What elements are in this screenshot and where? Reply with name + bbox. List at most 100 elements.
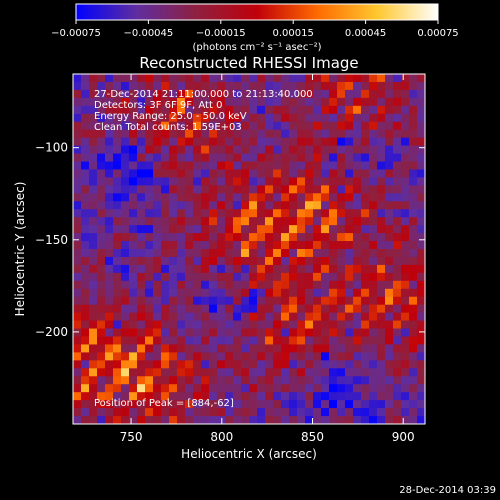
heatmap-cell <box>137 217 146 226</box>
heatmap-cell <box>321 209 330 218</box>
heatmap-cell <box>281 256 290 266</box>
heatmap-cell <box>409 320 418 330</box>
heatmap-cell <box>233 400 242 409</box>
heatmap-cell <box>225 233 234 242</box>
heatmap-cell <box>113 201 122 210</box>
heatmap-cell <box>353 145 362 155</box>
heatmap-cell <box>121 105 130 115</box>
heatmap-cell <box>417 368 425 377</box>
heatmap-cell <box>105 280 114 290</box>
heatmap-cell <box>393 344 402 354</box>
heatmap-cell <box>193 384 202 393</box>
heatmap-cell <box>113 376 122 385</box>
heatmap-cell <box>161 241 170 250</box>
heatmap-cell <box>273 74 282 83</box>
heatmap-cell <box>345 360 354 369</box>
heatmap-cell <box>361 233 370 242</box>
heatmap-cell <box>153 105 162 115</box>
heatmap-cell <box>193 121 202 131</box>
heatmap-cell <box>353 185 362 194</box>
heatmap-cell <box>73 328 82 338</box>
heatmap-cell <box>153 408 162 417</box>
heatmap-cell <box>385 249 394 258</box>
colorbar-bar <box>75 3 439 21</box>
heatmap-cell <box>73 304 82 314</box>
heatmap-cell <box>281 201 290 210</box>
heatmap-cell <box>169 233 178 242</box>
heatmap-cell <box>385 145 394 155</box>
heatmap-cell <box>161 400 170 409</box>
heatmap-cell <box>353 233 362 242</box>
heatmap-cell <box>233 336 242 346</box>
heatmap-cell <box>209 352 218 361</box>
heatmap-cell <box>249 249 258 258</box>
heatmap-cell <box>313 241 322 250</box>
heatmap-cell <box>265 249 274 258</box>
heatmap-cell <box>249 320 258 330</box>
heatmap-cell <box>313 185 322 194</box>
heatmap-cell <box>401 320 410 330</box>
heatmap-cell <box>89 320 98 330</box>
heatmap-cell <box>281 320 290 330</box>
heatmap-cell <box>313 280 322 290</box>
heatmap-cell <box>369 264 378 274</box>
heatmap-cell <box>385 209 394 218</box>
heatmap-cell <box>321 336 330 346</box>
heatmap-cell <box>385 153 394 163</box>
heatmap-cell <box>345 400 354 409</box>
heatmap-cell <box>121 185 130 194</box>
heatmap-cell <box>105 328 114 338</box>
heatmap-cell <box>353 272 362 282</box>
heatmap-cell <box>249 81 258 91</box>
heatmap-cell <box>321 256 330 266</box>
heatmap-cell <box>241 416 250 424</box>
heatmap-cell <box>345 169 354 179</box>
heatmap-cell <box>393 288 402 298</box>
heatmap-cell <box>209 97 218 107</box>
heatmap-cell <box>209 169 218 179</box>
heatmap-cell <box>273 408 282 417</box>
heatmap-cell <box>81 121 90 131</box>
heatmap-cell <box>273 161 282 171</box>
heatmap-cell <box>409 392 418 401</box>
heatmap-cell <box>289 304 298 314</box>
heatmap-cell <box>233 209 242 218</box>
heatmap-cell <box>105 105 114 115</box>
heatmap-cell <box>145 304 154 314</box>
heatmap-cell <box>201 145 210 155</box>
heatmap-cell <box>145 74 154 83</box>
heatmap-cell <box>353 344 362 354</box>
heatmap-cell <box>385 161 394 171</box>
heatmap-cell <box>217 185 226 194</box>
heatmap-cell <box>169 368 178 377</box>
heatmap-cell <box>81 392 90 401</box>
heatmap-cell <box>305 249 314 258</box>
heatmap-cell <box>393 384 402 393</box>
heatmap-cell <box>193 416 202 424</box>
heatmap-cell <box>409 185 418 194</box>
heatmap-cell <box>129 105 138 115</box>
heatmap-cell <box>401 225 410 234</box>
heatmap-cell <box>129 129 138 139</box>
heatmap-cell <box>409 336 418 346</box>
heatmap-cell <box>241 217 250 226</box>
heatmap-cell <box>377 264 386 274</box>
heatmap-cell <box>337 169 346 179</box>
heatmap-cell <box>385 312 394 322</box>
heatmap-cell <box>241 360 250 369</box>
heatmap-cell <box>145 193 154 202</box>
info-detectors: Detectors: 3F 6F 9F, Att 0 <box>94 100 222 111</box>
heatmap-cell <box>153 241 162 250</box>
heatmap-cell <box>233 296 242 306</box>
heatmap-cell <box>97 169 106 179</box>
heatmap-cell <box>81 74 90 83</box>
heatmap-cell <box>249 392 258 401</box>
heatmap-cell <box>129 360 138 369</box>
heatmap-cell <box>105 209 114 218</box>
heatmap-cell <box>249 400 258 409</box>
heatmap-cell <box>161 121 170 131</box>
heatmap-cell <box>201 400 210 409</box>
heatmap-cell <box>161 81 170 91</box>
heatmap-cell <box>185 272 194 282</box>
heatmap-cell <box>353 304 362 314</box>
